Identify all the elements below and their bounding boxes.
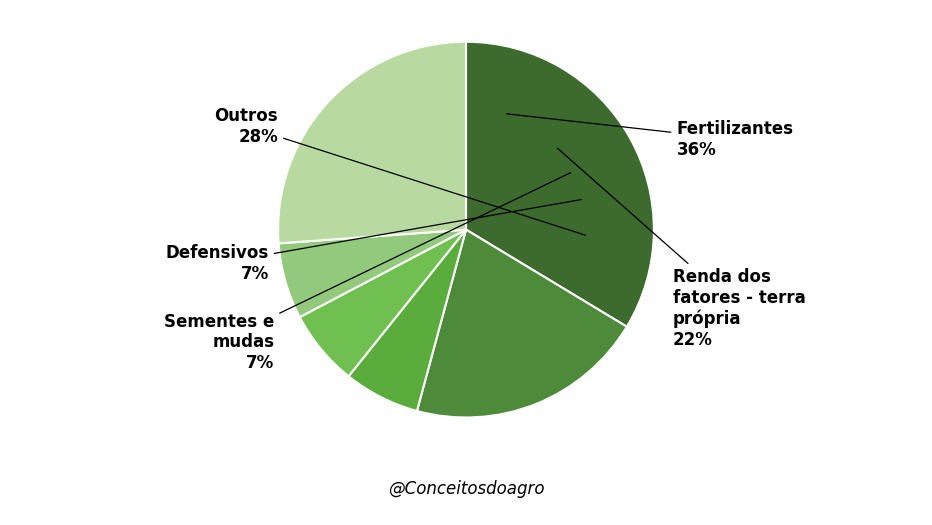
Text: Sementes e
mudas
7%: Sementes e mudas 7% [164, 173, 570, 372]
Wedge shape [417, 229, 627, 417]
Wedge shape [349, 229, 466, 411]
Text: @Conceitosdoagro: @Conceitosdoagro [388, 480, 544, 498]
Text: Fertilizantes
36%: Fertilizantes 36% [506, 114, 793, 159]
Wedge shape [278, 42, 466, 244]
Text: Defensivos
7%: Defensivos 7% [166, 200, 582, 283]
Wedge shape [466, 42, 654, 327]
Text: Renda dos
fatores - terra
própria
22%: Renda dos fatores - terra própria 22% [557, 148, 805, 349]
Wedge shape [300, 229, 466, 376]
Wedge shape [279, 229, 466, 317]
Text: Outros
28%: Outros 28% [214, 107, 585, 235]
